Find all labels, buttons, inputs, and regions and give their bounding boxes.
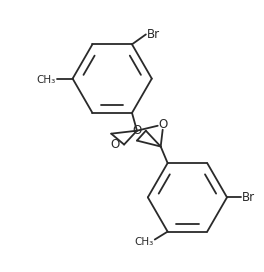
Text: O: O xyxy=(158,118,167,131)
Text: O: O xyxy=(132,124,142,137)
Text: O: O xyxy=(111,138,120,151)
Text: CH₃: CH₃ xyxy=(135,237,154,246)
Text: Br: Br xyxy=(147,28,160,41)
Text: CH₃: CH₃ xyxy=(36,75,56,85)
Text: Br: Br xyxy=(242,191,255,204)
